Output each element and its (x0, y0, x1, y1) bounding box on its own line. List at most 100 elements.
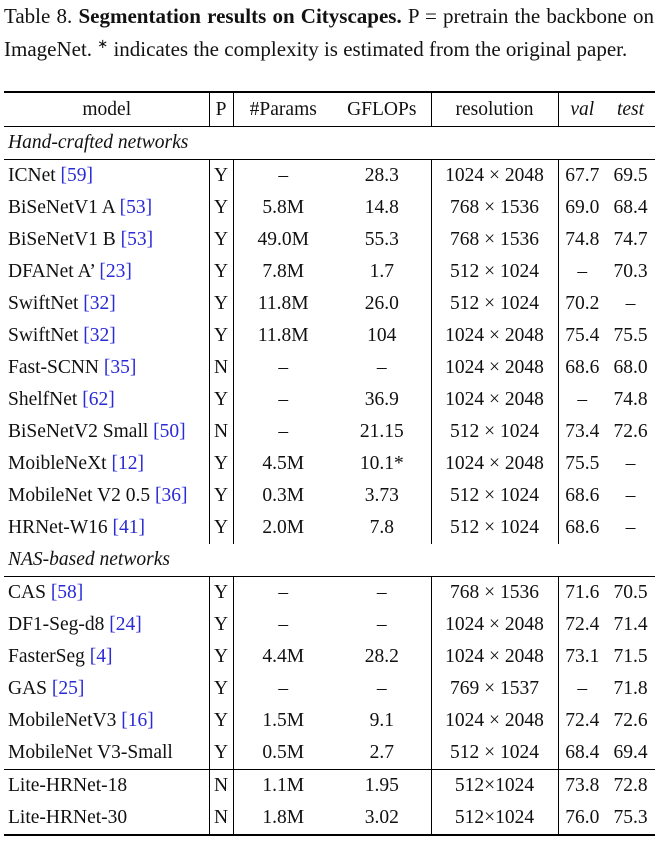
citation: [12] (111, 453, 144, 474)
cell: 1.5M (262, 710, 305, 731)
cell: – (278, 421, 289, 442)
cell: 512 × 1024 (431, 288, 559, 320)
cell: 36.9 (333, 384, 432, 416)
column-header: resolution (431, 92, 559, 127)
caption-label: Table 8. (4, 4, 73, 28)
cell: 71.8 (613, 678, 648, 699)
cell: 1024 × 2048 (431, 641, 559, 673)
model-name: MobileNetV3 (8, 710, 117, 731)
data-row: GAS [25] Y – –769 × 1537–71.8 (4, 673, 655, 705)
model-cell: SwiftNet [32] (4, 288, 210, 320)
cell: 4.4M (262, 646, 305, 667)
cell: 1024 × 2048 (431, 159, 559, 192)
model-cell: BiSeNetV2 Small [50] (4, 416, 210, 448)
model-cell: DFANet A’ [23] (4, 256, 210, 288)
cell: 768 × 1536 (431, 576, 559, 609)
model-name: MoibleNeXt (8, 453, 107, 474)
cell: N (209, 769, 234, 802)
cell: 512 × 1024 (431, 737, 559, 770)
model-cell: DF1-Seg-d8 [24] (4, 609, 210, 641)
caption-title: Segmentation results on Cityscapes. (78, 4, 402, 28)
cell: 768 × 1536 (431, 224, 559, 256)
data-row: BiSeNetV2 Small [50] N –21.15 512 × 1024 73.… (4, 416, 655, 448)
cell: 69.0 (565, 197, 600, 218)
caption-superscript: ∗ (97, 36, 109, 51)
cell: 55.3 (333, 224, 432, 256)
cell: 2.0M (262, 517, 305, 538)
citation: [35] (103, 357, 137, 378)
cell: 68.6 (565, 357, 600, 378)
cell: 70.5 (613, 582, 648, 603)
data-row: ICNet [59] Y –28.3 1024 × 2048 67.7 69.5 (4, 159, 655, 192)
model-name: BiSeNetV2 Small (8, 421, 149, 442)
cell: 72.6 (613, 421, 648, 442)
citation: [24] (109, 614, 142, 635)
cell: – (333, 576, 432, 609)
model-name: Fast-SCNN (8, 357, 100, 378)
cell: – (278, 389, 289, 410)
cell: 73.8 (558, 769, 606, 802)
cell: N (209, 802, 234, 835)
cell: 72.4 (565, 614, 600, 635)
cell: – (333, 673, 432, 705)
cell: – (278, 165, 289, 186)
cell: – (278, 678, 289, 699)
cell: 512 × 1024 (431, 480, 559, 512)
model-cell: MobileNet V2 0.5 [36] (4, 480, 210, 512)
data-row: DF1-Seg-d8 [24] Y – –1024 × 2048 72.4 71.4 (4, 609, 655, 641)
table-header: model P #Params GFLOPs resolution val test (4, 92, 655, 127)
citation: [23] (99, 261, 132, 282)
model-name: CAS (8, 582, 46, 603)
cell: 1024 × 2048 (431, 448, 559, 480)
cell: 28.2 (333, 641, 432, 673)
model-name: DFANet A’ (8, 261, 95, 282)
cell: 72.8 (606, 769, 655, 802)
cell: 104 (333, 320, 432, 352)
caption-text: indicates the complexity is estimated fr… (113, 37, 628, 61)
model-cell: GAS [25] (4, 673, 210, 705)
model-name: HRNet-W16 (8, 517, 108, 538)
column-header: GFLOPs (333, 92, 432, 127)
cell: 0.5M (262, 742, 305, 763)
cell: Y (209, 641, 234, 673)
cell: – (577, 389, 588, 410)
cell: 71.6 (565, 582, 600, 603)
cell: Y (209, 320, 234, 352)
data-row: CAS [58] Y – –768 × 1536 71.6 70.5 (4, 576, 655, 609)
cell: – (577, 261, 588, 282)
cell: 68.6 (565, 517, 600, 538)
cell: 21.15 (333, 416, 432, 448)
model-cell: MoibleNeXt [12] (4, 448, 210, 480)
cell: 75.5 (565, 453, 600, 474)
cell: 74.8 (613, 389, 648, 410)
model-cell: FasterSeg [4] (4, 641, 210, 673)
model-name: Lite-HRNet-30 (8, 807, 128, 828)
column-header: test (606, 92, 655, 127)
citation: [53] (120, 229, 154, 250)
cell: N (209, 416, 234, 448)
cell: – (577, 678, 588, 699)
caption-text: P = pretrain the backbone on ImageNet. (4, 4, 654, 61)
cell: 68.6 (565, 485, 600, 506)
model-name: BiSeNetV1 A (8, 197, 115, 218)
model-name: ICNet (8, 165, 56, 186)
table-body: Hand-crafted networks ICNet [59] Y –28.3 102… (4, 126, 655, 835)
model-cell: Fast-SCNN [35] (4, 352, 210, 384)
citation: [36] (154, 485, 188, 506)
cell: Y (209, 673, 234, 705)
data-row: MoibleNeXt [12] Y 4.5M 10.1* 1024 × 2048 75.5… (4, 448, 655, 480)
cell: 2.7 (333, 737, 432, 770)
cell: Y (209, 512, 234, 544)
caption: Table 8. Segmentation results on Citysca… (4, 2, 654, 63)
cell: 7.8M (262, 261, 305, 282)
cell: 70.2 (565, 293, 600, 314)
cell: 1024 × 2048 (431, 384, 559, 416)
data-row: Fast-SCNN [35] N – –1024 × 2048 68.6 68.0 (4, 352, 655, 384)
column-header: P (209, 92, 234, 127)
cell: 512×1024 (431, 802, 559, 835)
cell: 9.1 (333, 705, 432, 737)
column-header: #Params (233, 92, 333, 127)
cell: 11.8M (257, 293, 309, 314)
cell: 71.4 (613, 614, 648, 635)
